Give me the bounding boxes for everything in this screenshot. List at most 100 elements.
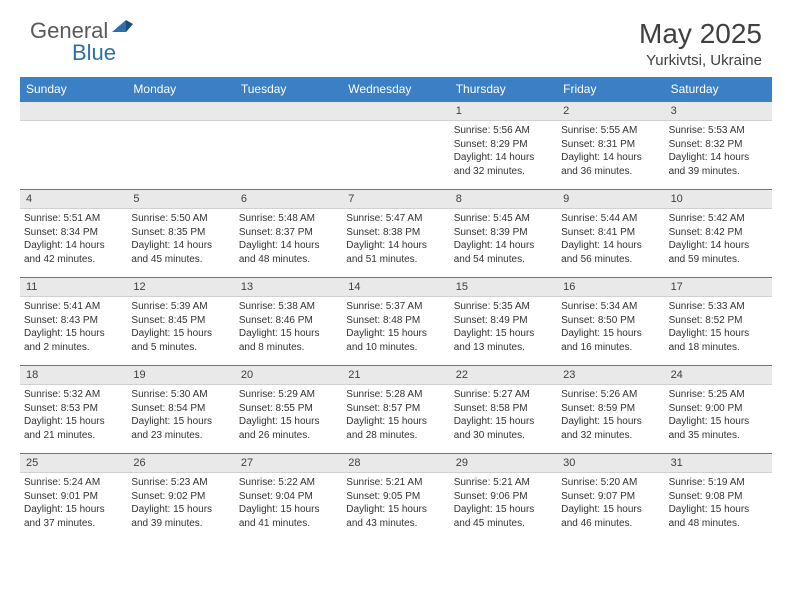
calendar-cell: 16Sunrise: 5:34 AMSunset: 8:50 PMDayligh… (557, 277, 664, 365)
cell-date: 26 (127, 453, 234, 473)
logo-text-2: Blue (72, 40, 116, 66)
cell-date: 16 (557, 277, 664, 297)
cell-date: 28 (342, 453, 449, 473)
cell-date: 31 (665, 453, 772, 473)
cell-date: 11 (20, 277, 127, 297)
cell-date: 30 (557, 453, 664, 473)
title-block: May 2025 Yurkivtsi, Ukraine (639, 18, 762, 69)
calendar-cell (235, 101, 342, 189)
calendar-cell: 25Sunrise: 5:24 AMSunset: 9:01 PMDayligh… (20, 453, 127, 541)
page-title: May 2025 (639, 18, 762, 50)
cell-date: 18 (20, 365, 127, 385)
calendar-cell: 29Sunrise: 5:21 AMSunset: 9:06 PMDayligh… (450, 453, 557, 541)
day-header-thursday: Thursday (450, 77, 557, 101)
week-row: 1Sunrise: 5:56 AMSunset: 8:29 PMDaylight… (20, 101, 772, 189)
calendar-cell: 24Sunrise: 5:25 AMSunset: 9:00 PMDayligh… (665, 365, 772, 453)
cell-date: 13 (235, 277, 342, 297)
calendar-cell: 30Sunrise: 5:20 AMSunset: 9:07 PMDayligh… (557, 453, 664, 541)
cell-body: Sunrise: 5:22 AMSunset: 9:04 PMDaylight:… (235, 473, 342, 532)
cell-body: Sunrise: 5:48 AMSunset: 8:37 PMDaylight:… (235, 209, 342, 268)
week-row: 18Sunrise: 5:32 AMSunset: 8:53 PMDayligh… (20, 365, 772, 453)
calendar-cell: 9Sunrise: 5:44 AMSunset: 8:41 PMDaylight… (557, 189, 664, 277)
week-row: 11Sunrise: 5:41 AMSunset: 8:43 PMDayligh… (20, 277, 772, 365)
calendar-cell: 1Sunrise: 5:56 AMSunset: 8:29 PMDaylight… (450, 101, 557, 189)
cell-body: Sunrise: 5:47 AMSunset: 8:38 PMDaylight:… (342, 209, 449, 268)
cell-body: Sunrise: 5:25 AMSunset: 9:00 PMDaylight:… (665, 385, 772, 444)
cell-body: Sunrise: 5:29 AMSunset: 8:55 PMDaylight:… (235, 385, 342, 444)
cell-body: Sunrise: 5:19 AMSunset: 9:08 PMDaylight:… (665, 473, 772, 532)
calendar-cell: 21Sunrise: 5:28 AMSunset: 8:57 PMDayligh… (342, 365, 449, 453)
cell-body: Sunrise: 5:33 AMSunset: 8:52 PMDaylight:… (665, 297, 772, 356)
cell-body: Sunrise: 5:44 AMSunset: 8:41 PMDaylight:… (557, 209, 664, 268)
calendar-cell: 31Sunrise: 5:19 AMSunset: 9:08 PMDayligh… (665, 453, 772, 541)
cell-date: 17 (665, 277, 772, 297)
cell-date (342, 101, 449, 121)
day-header-wednesday: Wednesday (342, 77, 449, 101)
cell-date: 12 (127, 277, 234, 297)
cell-date: 2 (557, 101, 664, 121)
cell-date: 20 (235, 365, 342, 385)
cell-date: 29 (450, 453, 557, 473)
day-header-row: Sunday Monday Tuesday Wednesday Thursday… (20, 77, 772, 101)
cell-body: Sunrise: 5:21 AMSunset: 9:05 PMDaylight:… (342, 473, 449, 532)
cell-date: 1 (450, 101, 557, 121)
calendar-cell: 10Sunrise: 5:42 AMSunset: 8:42 PMDayligh… (665, 189, 772, 277)
cell-body: Sunrise: 5:38 AMSunset: 8:46 PMDaylight:… (235, 297, 342, 356)
cell-body: Sunrise: 5:45 AMSunset: 8:39 PMDaylight:… (450, 209, 557, 268)
header: General Blue May 2025 Yurkivtsi, Ukraine (0, 0, 792, 77)
cell-date: 5 (127, 189, 234, 209)
cell-date: 27 (235, 453, 342, 473)
cell-body: Sunrise: 5:37 AMSunset: 8:48 PMDaylight:… (342, 297, 449, 356)
cell-date: 7 (342, 189, 449, 209)
cell-body: Sunrise: 5:55 AMSunset: 8:31 PMDaylight:… (557, 121, 664, 180)
calendar-cell: 8Sunrise: 5:45 AMSunset: 8:39 PMDaylight… (450, 189, 557, 277)
cell-body: Sunrise: 5:41 AMSunset: 8:43 PMDaylight:… (20, 297, 127, 356)
cell-date: 9 (557, 189, 664, 209)
day-header-friday: Friday (557, 77, 664, 101)
cell-date: 22 (450, 365, 557, 385)
cell-date (235, 101, 342, 121)
cell-body: Sunrise: 5:53 AMSunset: 8:32 PMDaylight:… (665, 121, 772, 180)
day-header-sunday: Sunday (20, 77, 127, 101)
calendar-cell: 3Sunrise: 5:53 AMSunset: 8:32 PMDaylight… (665, 101, 772, 189)
calendar-cell: 19Sunrise: 5:30 AMSunset: 8:54 PMDayligh… (127, 365, 234, 453)
calendar-cell: 18Sunrise: 5:32 AMSunset: 8:53 PMDayligh… (20, 365, 127, 453)
calendar-cell: 2Sunrise: 5:55 AMSunset: 8:31 PMDaylight… (557, 101, 664, 189)
cell-date: 25 (20, 453, 127, 473)
logo: General Blue (30, 18, 136, 44)
cell-body: Sunrise: 5:27 AMSunset: 8:58 PMDaylight:… (450, 385, 557, 444)
cell-body: Sunrise: 5:28 AMSunset: 8:57 PMDaylight:… (342, 385, 449, 444)
cell-body: Sunrise: 5:24 AMSunset: 9:01 PMDaylight:… (20, 473, 127, 532)
cell-date: 24 (665, 365, 772, 385)
calendar-cell: 12Sunrise: 5:39 AMSunset: 8:45 PMDayligh… (127, 277, 234, 365)
calendar-cell: 28Sunrise: 5:21 AMSunset: 9:05 PMDayligh… (342, 453, 449, 541)
cell-body: Sunrise: 5:20 AMSunset: 9:07 PMDaylight:… (557, 473, 664, 532)
logo-triangle-icon (112, 18, 134, 39)
day-header-tuesday: Tuesday (235, 77, 342, 101)
cell-body: Sunrise: 5:34 AMSunset: 8:50 PMDaylight:… (557, 297, 664, 356)
calendar-cell: 17Sunrise: 5:33 AMSunset: 8:52 PMDayligh… (665, 277, 772, 365)
cell-body: Sunrise: 5:51 AMSunset: 8:34 PMDaylight:… (20, 209, 127, 268)
calendar-cell: 23Sunrise: 5:26 AMSunset: 8:59 PMDayligh… (557, 365, 664, 453)
calendar-cell: 22Sunrise: 5:27 AMSunset: 8:58 PMDayligh… (450, 365, 557, 453)
calendar-cell: 26Sunrise: 5:23 AMSunset: 9:02 PMDayligh… (127, 453, 234, 541)
calendar-cell: 4Sunrise: 5:51 AMSunset: 8:34 PMDaylight… (20, 189, 127, 277)
calendar-cell: 13Sunrise: 5:38 AMSunset: 8:46 PMDayligh… (235, 277, 342, 365)
cell-body: Sunrise: 5:26 AMSunset: 8:59 PMDaylight:… (557, 385, 664, 444)
cell-date: 6 (235, 189, 342, 209)
page-subtitle: Yurkivtsi, Ukraine (639, 52, 762, 69)
day-header-monday: Monday (127, 77, 234, 101)
cell-date (127, 101, 234, 121)
cell-body: Sunrise: 5:42 AMSunset: 8:42 PMDaylight:… (665, 209, 772, 268)
cell-body: Sunrise: 5:30 AMSunset: 8:54 PMDaylight:… (127, 385, 234, 444)
calendar-cell: 11Sunrise: 5:41 AMSunset: 8:43 PMDayligh… (20, 277, 127, 365)
cell-date: 8 (450, 189, 557, 209)
calendar-cell (20, 101, 127, 189)
cell-body: Sunrise: 5:50 AMSunset: 8:35 PMDaylight:… (127, 209, 234, 268)
cell-date: 3 (665, 101, 772, 121)
calendar-cell: 7Sunrise: 5:47 AMSunset: 8:38 PMDaylight… (342, 189, 449, 277)
cell-date: 10 (665, 189, 772, 209)
calendar-cell: 14Sunrise: 5:37 AMSunset: 8:48 PMDayligh… (342, 277, 449, 365)
cell-date: 19 (127, 365, 234, 385)
cell-date: 14 (342, 277, 449, 297)
